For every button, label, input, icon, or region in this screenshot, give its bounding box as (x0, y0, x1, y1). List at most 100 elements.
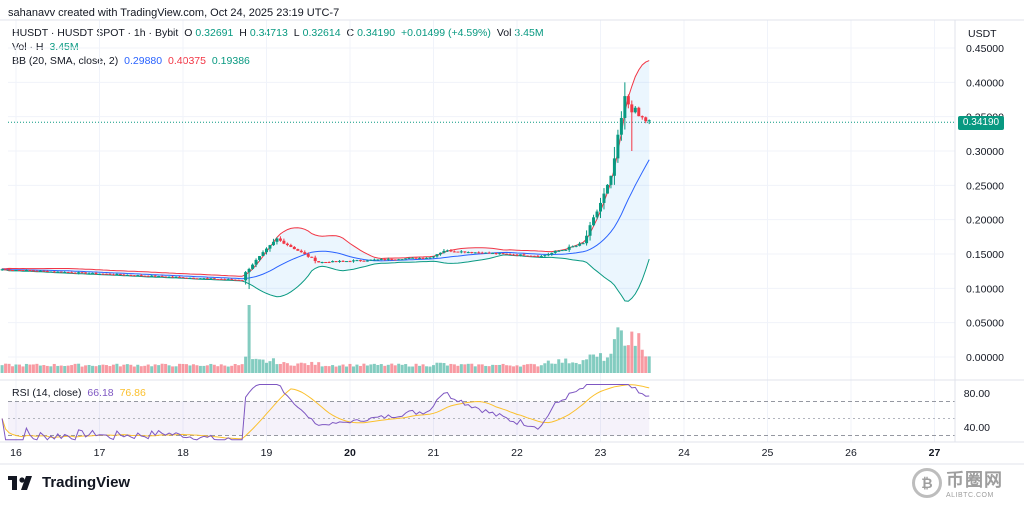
candle-body (198, 278, 202, 280)
candle-body (644, 117, 648, 122)
volume-bar (299, 362, 303, 373)
time-tick-label: 25 (762, 447, 774, 459)
tradingview-logo[interactable]: TradingView (8, 474, 130, 491)
bb-lower-value: 0.19386 (211, 55, 250, 67)
candle-body (73, 272, 77, 274)
time-tick-label: 27 (929, 447, 941, 459)
volume-bar (616, 327, 620, 373)
candle-body (254, 259, 258, 265)
candle-body (91, 272, 95, 274)
volume-bar (233, 364, 237, 373)
candle-body (24, 269, 28, 271)
bb-upper-value: 0.40375 (168, 55, 206, 67)
volume-bar (0, 365, 4, 373)
volume-bar (372, 363, 376, 373)
rsi-legend[interactable]: RSI (14, close) 66.18 76.86 (12, 387, 149, 399)
volume-bar (626, 345, 630, 373)
candle-body (539, 255, 543, 257)
volume-bar (630, 331, 634, 373)
candle-body (285, 243, 289, 246)
vol-indicator-label: Vol · H (12, 41, 44, 53)
volume-bar (564, 358, 568, 373)
candle-body (52, 271, 56, 273)
volume-bar (282, 362, 286, 373)
volume-bar (139, 366, 143, 373)
volume-bar (574, 362, 578, 373)
volume-bar (223, 365, 227, 373)
volume-bar (70, 365, 74, 373)
watermark: ₿ 币圈网 ALIBTC.COM (912, 466, 1003, 499)
chart-grid (8, 20, 955, 442)
candle-body (0, 269, 4, 271)
candle-body (98, 273, 101, 275)
volume-bar (362, 363, 366, 373)
volume-bar (87, 364, 91, 373)
candle-body (292, 246, 296, 250)
candle-body (271, 241, 275, 246)
volume-bar (438, 362, 442, 373)
candle-body (230, 279, 234, 281)
candle-body (592, 217, 596, 226)
volume-bar (543, 363, 547, 373)
volume-bar (553, 363, 557, 373)
volume-legend[interactable]: Vol · H 3.45M (12, 41, 82, 53)
volume-bar (17, 364, 21, 373)
volume-bar (38, 365, 42, 373)
volume-bar (529, 363, 533, 373)
volume-bar (623, 345, 627, 373)
candle-body (240, 280, 244, 282)
volume-bar (407, 366, 411, 373)
candle-body (508, 253, 512, 255)
candle-body (616, 134, 620, 159)
volume-bar (289, 365, 293, 373)
candle-body (407, 257, 411, 259)
volume-bar (118, 366, 122, 373)
volume-bar (271, 358, 275, 373)
candle-body (341, 260, 345, 262)
candle-body (571, 246, 575, 248)
volume-bar (265, 362, 268, 373)
volume-bar (306, 365, 310, 373)
candle-body (365, 260, 369, 262)
volume-bar (522, 364, 526, 373)
candle-body (223, 279, 227, 281)
volume-bar (365, 365, 369, 373)
candle-body (275, 238, 279, 242)
symbol-name[interactable]: HUSDT · HUSDT SPOT · 1h · Bybit (12, 27, 179, 39)
candle-body (122, 274, 126, 276)
close-value: 0.34190 (357, 27, 396, 39)
volume-bar (56, 365, 60, 373)
candle-body (612, 158, 616, 176)
candle-body (317, 261, 321, 263)
candle-body (525, 255, 529, 257)
candle-body (7, 269, 11, 271)
volume-bar (428, 366, 432, 373)
candle-body (432, 256, 435, 258)
volume-bar (52, 363, 56, 373)
candle-body (84, 272, 88, 274)
volume-bar (77, 363, 81, 373)
volume-bar (80, 366, 84, 373)
rsi-value: 66.18 (87, 387, 114, 399)
volume-bar (101, 364, 105, 373)
candle-body (404, 258, 408, 260)
volume-bar (390, 363, 394, 373)
volume-bar (184, 364, 188, 373)
candle-body (261, 252, 265, 257)
candle-body (418, 257, 422, 259)
volume-bar (73, 363, 77, 373)
candle-body (532, 255, 536, 257)
candle-body (414, 257, 418, 259)
currency-unit[interactable]: USDT (968, 28, 997, 40)
last-price-tag: 0.34190 (958, 116, 1004, 130)
watermark-sub: ALIBTC.COM (946, 492, 994, 499)
candle-body (334, 261, 338, 263)
volume-bar (536, 366, 540, 373)
volume-bar (171, 366, 175, 373)
volume-bar (212, 364, 216, 373)
bb-legend[interactable]: BB (20, SMA, close, 2) 0.29880 0.40375 0… (12, 55, 253, 67)
volume-bar (296, 363, 300, 373)
volume-bar (164, 363, 168, 373)
candle-body (449, 250, 453, 252)
